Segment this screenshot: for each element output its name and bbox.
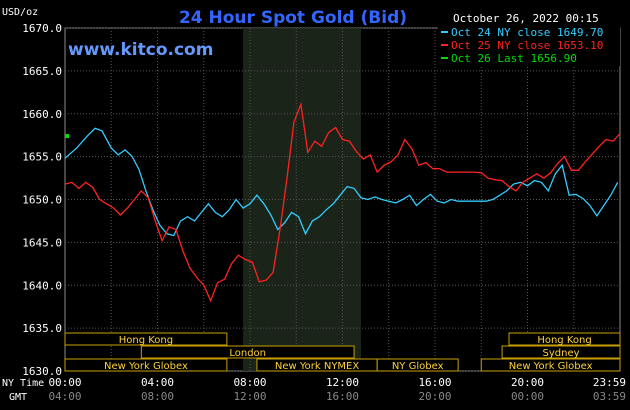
session-bar xyxy=(376,358,459,372)
session-bar xyxy=(508,332,621,346)
y-tick-label: 1665.0 xyxy=(22,65,62,78)
x-tick-label-gmt: 20:00 xyxy=(418,390,451,403)
ny-time-row-label: NY Time xyxy=(2,378,44,389)
source-watermark: www.kitco.com xyxy=(68,40,213,60)
x-tick-label-gmt: 12:00 xyxy=(233,390,266,403)
x-tick-label-gmt: 04:00 xyxy=(48,390,81,403)
session-bar-label: New York NYMEX xyxy=(275,361,360,372)
y-tick-label: 1670.0 xyxy=(22,22,62,35)
x-tick-label: 20:00 xyxy=(511,376,544,389)
session-bar-label: NY Globex xyxy=(392,361,444,372)
date-stamp: October 26, 2022 00:15 xyxy=(453,12,599,25)
x-tick-label: 23:59 xyxy=(593,376,626,389)
session-bar-label: Sydney xyxy=(543,348,580,359)
y-tick-labels: 1670.0 1665.0 1660.0 1655.0 1650.0 1645.0 1640… xyxy=(22,22,62,378)
x-tick-labels: 00:0004:0004:0008:0008:0012:0012:0016:00… xyxy=(48,376,626,403)
x-tick-label: 08:00 xyxy=(233,376,266,389)
session-bar-label: Hong Kong xyxy=(537,335,591,346)
x-tick-label-gmt: 03:59 xyxy=(593,390,626,403)
session-bar xyxy=(480,358,621,372)
x-tick-label: 00:00 xyxy=(48,376,81,389)
x-tick-label: 04:00 xyxy=(141,376,174,389)
series-line xyxy=(64,101,621,303)
trading-session-bars: Hong Kong London New York Globex New York N… xyxy=(64,332,621,372)
y-tick-label: 1650.0 xyxy=(22,194,62,207)
session-bar xyxy=(501,345,621,359)
legend-background xyxy=(438,27,620,66)
legend-entry: Oct 26 Last 1656.90 xyxy=(451,52,577,65)
session-bar xyxy=(140,345,355,359)
y-tick-label: 1655.0 xyxy=(22,151,62,164)
y-tick-label: 1660.0 xyxy=(22,108,62,121)
series-point xyxy=(65,134,69,139)
x-tick-label: 12:00 xyxy=(326,376,359,389)
y-axis-label: USD/oz xyxy=(2,7,38,18)
y-tick-label: 1645.0 xyxy=(22,236,62,249)
price-series xyxy=(64,101,621,303)
y-tick-label: 1635.0 xyxy=(22,322,62,335)
session-bar xyxy=(64,332,228,346)
session-bar-label: London xyxy=(229,348,266,359)
chart-title: 24 Hour Spot Gold (Bid) xyxy=(179,8,407,28)
legend-entry: Oct 24 NY close 1649.70 xyxy=(451,26,603,39)
series-line xyxy=(64,127,619,237)
x-tick-label-gmt: 08:00 xyxy=(141,390,174,403)
session-bar-label: Hong Kong xyxy=(119,335,173,346)
x-tick-label: 16:00 xyxy=(418,376,451,389)
x-tick-label-gmt: 00:00 xyxy=(511,390,544,403)
session-bar-label: New York Globex xyxy=(104,361,188,372)
legend-entry: Oct 25 NY close 1653.10 xyxy=(451,39,603,52)
session-bar xyxy=(64,358,228,372)
y-tick-label: 1640.0 xyxy=(22,279,62,292)
session-bar-label: New York Globex xyxy=(509,361,593,372)
gmt-row-label: GMT xyxy=(9,392,27,403)
y-tick-label: 1630.0 xyxy=(22,365,62,378)
x-tick-label-gmt: 16:00 xyxy=(326,390,359,403)
